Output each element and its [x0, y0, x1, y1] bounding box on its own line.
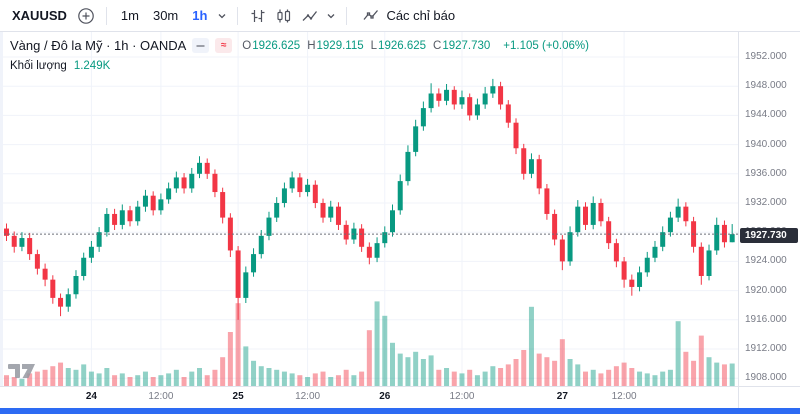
style-menu-button[interactable] [323, 4, 339, 28]
timeframe-1h[interactable]: 1h [185, 4, 214, 27]
price-axis-label: 1948.000 [745, 80, 787, 92]
open-label: O [242, 39, 252, 52]
toolbar-separator [346, 6, 348, 25]
indicators-label: Các chỉ báo [386, 8, 456, 23]
price-axis-label: 1924.000 [745, 255, 787, 267]
open-value: 1926.625 [252, 39, 301, 52]
bottom-accent-bar [0, 408, 800, 414]
low-value: 1926.625 [378, 39, 427, 52]
timeframe-30m[interactable]: 30m [146, 4, 185, 27]
symbol-button[interactable]: XAUUSD [6, 8, 73, 23]
timeframe-group: 1m 30m 1h [114, 4, 231, 28]
bar-style-button[interactable] [245, 3, 271, 29]
time-axis-label: 12:00 [295, 391, 321, 402]
price-axis-label: 1912.000 [745, 343, 787, 354]
legend-visibility-toggle-icon[interactable] [192, 38, 210, 53]
ohlc-values: O 1926.625 H 1929.115 L 1926.625 C 1927.730 [242, 40, 497, 52]
toolbar-separator [237, 6, 239, 25]
price-axis-label: 1932.000 [745, 197, 787, 208]
high-label: H [307, 39, 316, 52]
dash-icon [196, 44, 205, 47]
price-axis[interactable]: 1927.730 1952.000 1948.000 1944.000 1940.00… [738, 32, 800, 386]
chart-canvas[interactable]: Vàng / Đô la Mỹ · 1h · OANDA ≈ O 1926.625… [0, 32, 738, 386]
indicators-icon [363, 9, 379, 20]
last-price-tag: 1927.730 [740, 228, 798, 244]
time-axis-label: 26 [379, 391, 391, 402]
chevron-down-icon [327, 13, 335, 18]
top-toolbar: XAUUSD 1m 30m 1h [0, 0, 800, 32]
time-axis-label: 24 [85, 391, 97, 402]
symbol-description[interactable]: Vàng / Đô la Mỹ · 1h · OANDA [10, 38, 187, 53]
price-axis-label: 1916.000 [745, 313, 787, 325]
tradingview-logo[interactable] [8, 362, 36, 380]
time-axis[interactable]: 24 12:00 25 12:00 26 12:00 27 12:00 [0, 386, 738, 408]
price-axis-label: 1908.000 [745, 372, 787, 384]
bottom-axis-row: 24 12:00 25 12:00 26 12:00 27 12:00 [0, 386, 800, 408]
price-axis-label: 1952.000 [745, 51, 787, 62]
price-axis-label: 1936.000 [745, 167, 787, 179]
price-axis-label: 1920.000 [745, 284, 787, 296]
price-axis-label: 1944.000 [745, 109, 787, 121]
high-value: 1929.115 [316, 39, 364, 52]
candlestick-icon [277, 9, 291, 22]
price-change: +1.105 (+0.06%) [503, 39, 589, 52]
time-axis-label: 12:00 [449, 391, 475, 402]
plus-circle-icon [78, 7, 94, 24]
time-axis-label: 12:00 [611, 391, 637, 402]
price-axis-label: 1940.000 [745, 138, 787, 150]
time-axis-label: 12:00 [148, 391, 174, 402]
close-value: 1927.730 [442, 39, 491, 52]
volume-label[interactable]: Khối lượng [10, 60, 67, 72]
line-chart-icon [302, 10, 318, 21]
toolbar-separator [105, 6, 107, 25]
bar-chart-icon [251, 9, 265, 22]
left-edge-strip [0, 32, 3, 386]
close-label: C [433, 39, 442, 52]
chart-style-group [245, 3, 339, 29]
symbol-add-button[interactable] [73, 3, 99, 29]
low-label: L [370, 39, 378, 52]
candle-style-button[interactable] [271, 3, 297, 29]
timeframe-menu-button[interactable] [214, 4, 230, 28]
volume-value: 1.249K [73, 60, 111, 72]
time-axis-label: 27 [556, 391, 568, 402]
candlestick-chart[interactable] [0, 32, 738, 386]
timeframe-1m[interactable]: 1m [114, 4, 146, 27]
line-style-button[interactable] [297, 3, 323, 29]
approx-data-icon[interactable]: ≈ [215, 38, 233, 53]
axis-corner [738, 386, 800, 408]
time-axis-label: 25 [232, 391, 244, 402]
indicators-button[interactable]: Các chỉ báo [354, 3, 463, 29]
chevron-down-icon [218, 13, 226, 18]
chart-row: Vàng / Đô la Mỹ · 1h · OANDA ≈ O 1926.625… [0, 32, 800, 386]
chart-legend: Vàng / Đô la Mỹ · 1h · OANDA ≈ O 1926.625… [10, 38, 589, 72]
